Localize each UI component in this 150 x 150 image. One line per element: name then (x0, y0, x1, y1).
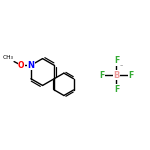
Text: ⁻: ⁻ (120, 66, 123, 70)
Text: B: B (113, 70, 120, 80)
Text: N: N (27, 61, 34, 70)
Text: CH₃: CH₃ (3, 55, 14, 60)
Text: F: F (114, 85, 119, 94)
Text: F: F (114, 56, 119, 65)
Text: O: O (18, 61, 24, 70)
Text: F: F (100, 70, 105, 80)
Text: F: F (128, 70, 133, 80)
